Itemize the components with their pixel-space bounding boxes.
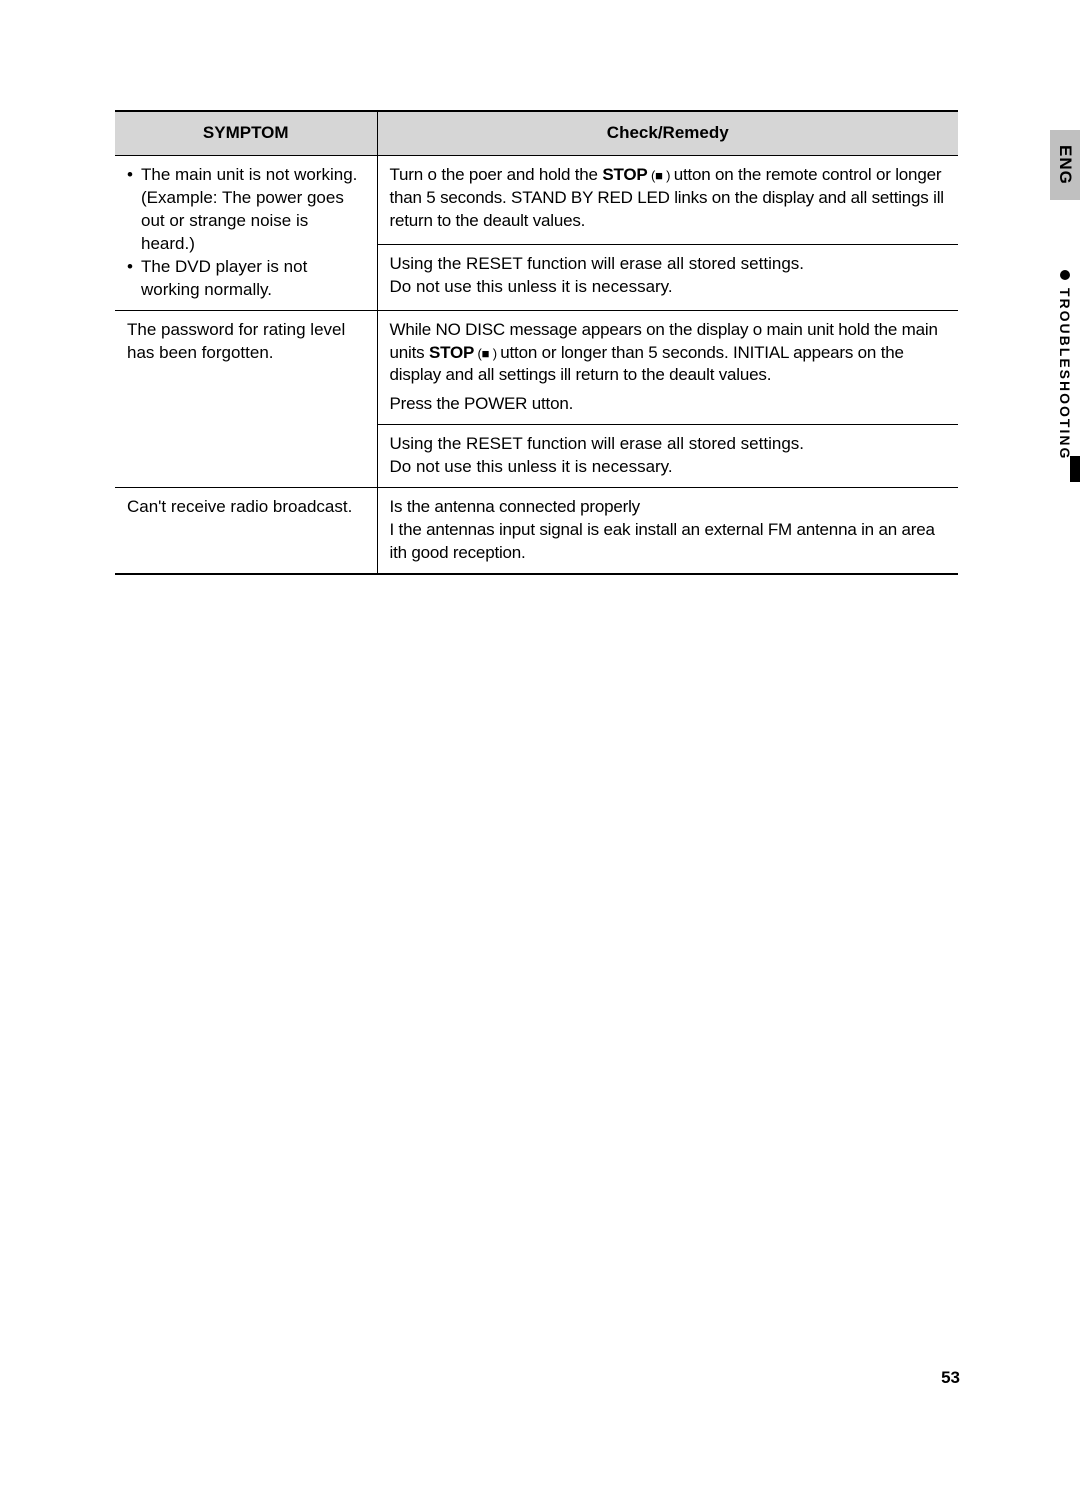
remedy-text: Turn o the poer and hold the: [390, 165, 603, 184]
table-header-row: SYMPTOM Check/Remedy: [115, 111, 958, 155]
table-row: •The main unit is not working. (Example:…: [115, 155, 958, 244]
remedy-text: Press the POWER utton.: [390, 393, 947, 416]
side-index-mark: [1070, 456, 1080, 482]
stop-symbol: (■ ): [648, 168, 674, 183]
language-tab: ENG: [1050, 130, 1080, 200]
table-row: Can't receive radio broadcast. Is the an…: [115, 488, 958, 574]
col-header-symptom: SYMPTOM: [115, 111, 377, 155]
troubleshooting-table: SYMPTOM Check/Remedy •The main unit is n…: [115, 110, 958, 575]
remedy-note: Do not use this unless it is necessary.: [390, 276, 947, 299]
remedy-text: I the antennas input signal is eak insta…: [390, 519, 947, 565]
stop-symbol: (■ ): [474, 346, 500, 361]
symptom-text: The main unit is not working. (Example: …: [141, 164, 365, 256]
page-number: 53: [941, 1368, 960, 1388]
symptom-text: The DVD player is not working normally.: [141, 256, 365, 302]
remedy-cell: Turn o the poer and hold the STOP (■ ) u…: [377, 155, 958, 244]
remedy-cell: Is the antenna connected properly I the …: [377, 488, 958, 574]
remedy-note: Using the RESET function will erase all …: [390, 433, 947, 456]
bullet-icon: [1060, 270, 1070, 280]
language-tab-text: ENG: [1055, 145, 1075, 185]
table-row: The password for rating level has been f…: [115, 310, 958, 425]
symptom-cell: Can't receive radio broadcast.: [115, 488, 377, 574]
symptom-cell: •The main unit is not working. (Example:…: [115, 155, 377, 310]
col-header-remedy: Check/Remedy: [377, 111, 958, 155]
remedy-cell: Using the RESET function will erase all …: [377, 245, 958, 310]
remedy-text: Is the antenna connected properly: [390, 496, 947, 519]
stop-label: STOP: [602, 165, 647, 184]
remedy-note: Using the RESET function will erase all …: [390, 253, 947, 276]
section-side-label: TROUBLESHOOTING: [1054, 270, 1076, 460]
section-side-label-text: TROUBLESHOOTING: [1057, 288, 1073, 460]
remedy-cell: Using the RESET function will erase all …: [377, 425, 958, 488]
stop-label: STOP: [429, 343, 474, 362]
symptom-cell: The password for rating level has been f…: [115, 310, 377, 488]
remedy-cell: While NO DISC message appears on the dis…: [377, 310, 958, 425]
remedy-note: Do not use this unless it is necessary.: [390, 456, 947, 479]
